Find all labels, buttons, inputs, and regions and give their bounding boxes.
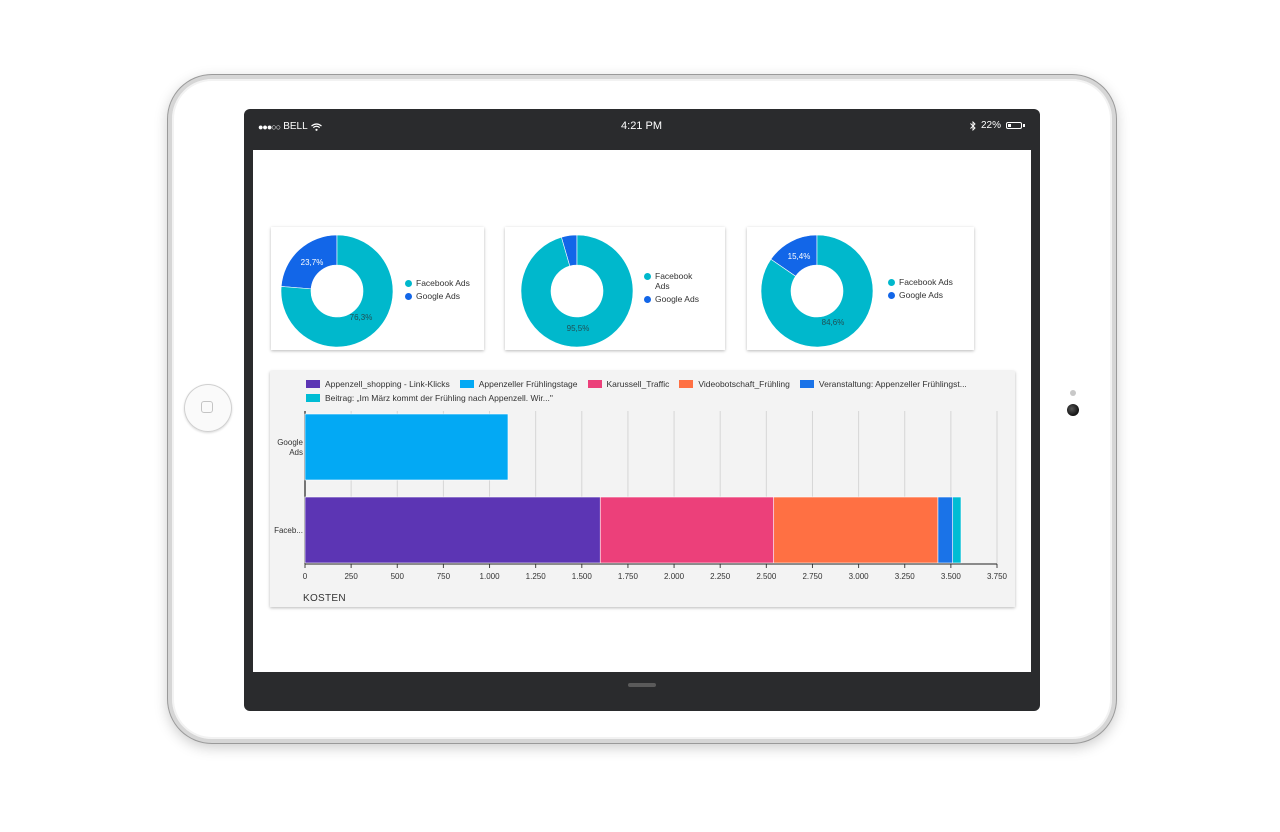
legend-swatch [587,380,602,388]
x-tick-label: 250 [344,572,358,581]
x-tick-label: 2.500 [756,572,777,581]
donut-label-google: 15,4% [788,252,811,261]
bar-legend-item[interactable]: Videobotschaft_Frühling [679,379,790,389]
legend-swatch [306,394,320,402]
bar-segment[interactable] [773,496,939,564]
legend-dot [644,296,651,303]
legend-item-google: Google Ads [888,290,953,300]
donut-label-facebook: 95,5% [567,324,590,333]
y-category-label: Google [277,438,303,447]
donut-chart-2: 95,5% [520,234,634,348]
x-tick-label: 2.750 [802,572,823,581]
donut-legend-3: Facebook Ads Google Ads [888,277,953,303]
donut-slice-facebook[interactable] [760,234,874,348]
bar-segment[interactable] [304,496,601,564]
legend-item-facebook: Facebook Ads [888,277,953,287]
x-tick-label: 3.250 [895,572,916,581]
bar-segment[interactable] [599,496,775,564]
stacked-bar-chart: 0 250 500 750 1.000 1.250 1.500 1.750 2.000 2.250… [274,411,1008,581]
bar-legend-item[interactable]: Appenzeller Frühlingstage [459,379,578,389]
donut-legend-1: Facebook Ads Google Ads [405,278,470,304]
legend-swatch [306,380,320,388]
status-left: ●●●○○ BELL [258,121,322,132]
camera-icon [1067,404,1079,416]
legend-dot [888,292,895,299]
legend-swatch [459,380,474,388]
legend-swatch [679,380,694,388]
bar-chart-legend: Appenzell_shopping - Link-Klicks Appenze… [306,379,1006,407]
status-time: 4:21 PM [621,120,662,132]
x-tick-label: 1.500 [572,572,593,581]
donut-label-google: 23,7% [301,258,324,267]
home-button[interactable] [184,384,232,432]
legend-item-facebook: Facebook Ads [405,278,470,288]
legend-item-facebook: Facebook Ads [644,271,701,291]
battery-percent: 22% [980,120,1001,131]
home-indicator[interactable] [628,683,656,687]
x-tick-label: 0 [303,572,308,581]
bar-legend-item[interactable]: Karussell_Traffic [587,379,669,389]
bar-legend-item[interactable]: Beitrag: „Im März kommt der Frühling nac… [306,393,553,403]
donut-card-2: 95,5% Facebook Ads Google Ads [505,227,725,350]
bottom-bar [253,672,1031,702]
signal-icon: ●●●○○ [258,121,281,132]
bar-legend-row: Beitrag: „Im März kommt der Frühling nac… [306,393,1006,403]
wifi-icon [310,122,322,131]
donut-slice-facebook[interactable] [280,234,394,348]
donut-card-1: 76,3% 23,7% Facebook Ads Google Ads [271,227,484,350]
x-tick-label: 750 [437,572,451,581]
legend-swatch [799,380,814,388]
y-category-label: Faceb... [274,526,303,535]
legend-item-google: Google Ads [405,291,470,301]
donut-legend-2: Facebook Ads Google Ads [644,271,701,307]
x-tick-label: 500 [391,572,405,581]
x-axis-title: KOSTEN [303,593,346,604]
battery-cap [1023,124,1025,127]
bar-legend-item[interactable]: Appenzell_shopping - Link-Klicks [306,379,450,389]
x-tick-label: 3.750 [987,572,1008,581]
stacked-bar-card: Appenzell_shopping - Link-Klicks Appenze… [270,371,1015,607]
x-tick-label: 1.750 [618,572,639,581]
legend-dot [888,279,895,286]
light-sensor [1070,390,1076,396]
legend-dot [644,273,651,280]
donut-chart-1: 76,3% 23,7% [280,234,394,348]
x-tick-label: 1.250 [526,572,547,581]
x-tick-label: 2.250 [710,572,731,581]
home-square-icon [201,401,213,413]
donut-slice-facebook[interactable] [520,234,634,348]
bar-legend-row: Appenzell_shopping - Link-Klicks Appenze… [306,379,1006,389]
bluetooth-icon [970,120,976,131]
bar-segment[interactable] [304,413,509,481]
x-tick-label: 1.000 [480,572,501,581]
x-tick-label: 2.000 [664,572,685,581]
donut-chart-3: 84,6% 15,4% [760,234,874,348]
bar-legend-item[interactable]: Veranstaltung: Appenzeller Frühlingst... [799,379,967,389]
battery-icon [1006,122,1022,129]
y-category-label: Ads [289,448,303,457]
x-tick-label: 3.500 [941,572,962,581]
legend-dot [405,280,412,287]
legend-dot [405,293,412,300]
donut-label-facebook: 84,6% [822,318,845,327]
legend-item-google: Google Ads [644,294,701,304]
carrier-label: BELL [283,121,308,132]
bar-segment[interactable] [952,496,962,564]
status-bar: ●●●○○ BELL 4:21 PM 22% [252,116,1031,136]
donut-card-3: 84,6% 15,4% Facebook Ads Google Ads [747,227,974,350]
bar-segment[interactable] [937,496,954,564]
donut-label-facebook: 76,3% [350,313,373,322]
x-tick-label: 3.000 [849,572,870,581]
status-right: 22% [970,120,1025,131]
dashboard-content: 76,3% 23,7% Facebook Ads Google Ads 95,5%… [253,150,1031,672]
